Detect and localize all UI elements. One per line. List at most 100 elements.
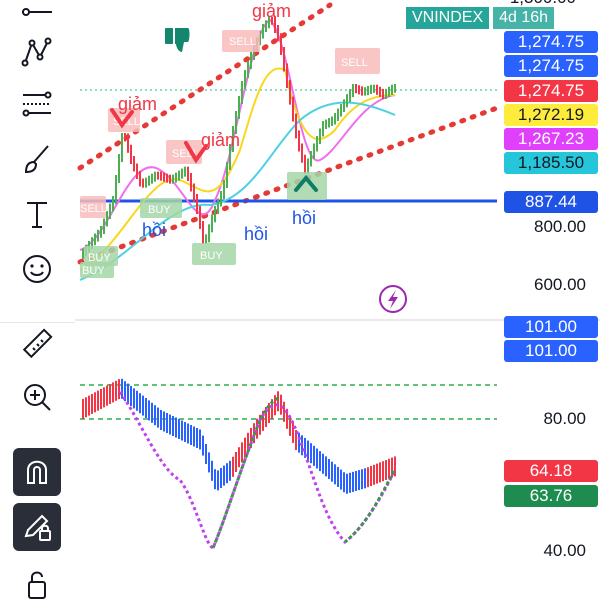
ma-fast-tag: 1,267.23 [504, 128, 598, 150]
oscillator-bar [235, 452, 237, 472]
oscillator-bar [376, 463, 378, 484]
oscillator-bar [127, 383, 129, 404]
candle [166, 173, 168, 183]
oscillator-bar [307, 440, 309, 461]
oscillator-bar [337, 466, 339, 487]
oscillator-bar [88, 395, 90, 416]
candle [292, 96, 294, 122]
candle [361, 86, 363, 96]
candle [187, 166, 189, 181]
oscillator-bar [148, 400, 150, 421]
oscillator-bar [355, 471, 357, 491]
oscillator-bar [241, 442, 243, 463]
candle [274, 16, 276, 33]
candle [145, 177, 147, 188]
candle [151, 173, 153, 184]
candle [247, 61, 249, 78]
lock-icon[interactable] [13, 560, 61, 608]
oscillator-bar [277, 391, 279, 412]
symbol-badge[interactable]: VNINDEX 4d 16h [406, 7, 555, 29]
oscillator-bar [181, 420, 183, 441]
oscillator-bar [280, 394, 282, 415]
candle [133, 156, 135, 172]
ruler-tool-icon[interactable] [13, 320, 61, 368]
candle [229, 144, 231, 170]
oscillator-bar [223, 465, 225, 486]
oscillator-bar [118, 379, 120, 400]
oscillator-bar [349, 472, 351, 493]
brush-tool-icon[interactable] [13, 135, 61, 183]
emoji-tool-icon[interactable] [13, 245, 61, 293]
lightning-icon[interactable] [379, 285, 407, 313]
oscillator-bar [250, 428, 252, 448]
candle [382, 88, 384, 99]
trend-line-tool-icon[interactable] [13, 0, 61, 36]
candle [301, 143, 303, 163]
oscillator-bar [346, 473, 348, 494]
oscillator-signal-line [118, 391, 397, 550]
oscillator-bar [265, 406, 267, 427]
magnet-icon[interactable] [13, 448, 61, 496]
oscillator-bar [313, 445, 315, 466]
candle [148, 175, 150, 186]
candle [220, 191, 222, 207]
level-price-tag: 887.44 [504, 191, 598, 213]
oscillator-bar [199, 429, 201, 450]
oscillator-bar [361, 469, 363, 490]
oscillator-bar [370, 466, 372, 486]
candle [388, 86, 390, 97]
candle [223, 180, 225, 199]
candle [268, 16, 270, 29]
candle [136, 163, 138, 179]
candle [340, 104, 342, 117]
annotation-hoi: hồi [142, 220, 166, 240]
buy-signal: BUY [148, 204, 171, 216]
candle [199, 206, 201, 229]
candle [373, 84, 375, 93]
price-tag: 1,274.75 [504, 55, 598, 77]
candle [394, 84, 396, 93]
candle [337, 108, 339, 121]
candle [370, 84, 372, 94]
pattern-tool-icon[interactable] [13, 28, 61, 76]
oscillator-bar [283, 401, 285, 422]
fib-tool-icon[interactable] [13, 80, 61, 128]
oscillator-bar [262, 410, 264, 431]
candle [226, 162, 228, 188]
oscillator-bar [289, 415, 291, 436]
oscillator-bar [226, 463, 228, 484]
oscillator-bar [229, 460, 231, 481]
buy-signal: BUY [88, 252, 111, 264]
candle [319, 128, 321, 144]
oscillator-bar [394, 456, 396, 477]
ma-slow-line [79, 101, 396, 281]
oscillator-bar [157, 407, 159, 428]
oscillator-bar [259, 414, 261, 435]
oscillator-bar [391, 457, 393, 478]
symbol-interval: 4d 16h [493, 7, 555, 29]
candle [235, 111, 237, 134]
candle [190, 173, 192, 192]
oscillator-bar [190, 425, 192, 445]
candle [175, 172, 177, 183]
oscillator-tag: 101.00 [504, 340, 598, 362]
thumbs-down-icon [165, 28, 190, 52]
oscillator-bar [145, 398, 147, 418]
oscillator-bar [109, 384, 111, 405]
text-tool-icon[interactable] [13, 190, 61, 238]
oscillator-bar [214, 469, 216, 490]
oscillator-bar [205, 444, 207, 464]
oscillator-bar [238, 447, 240, 468]
signal-labels: SELL SELL SELL SELL SELL BUY BUY BUY BUY [80, 30, 380, 278]
oscillator-bar [154, 405, 156, 426]
zoom-in-icon[interactable] [13, 373, 61, 421]
oscillator-bar [343, 472, 345, 493]
oscillator-bar [178, 419, 180, 439]
candle [352, 84, 354, 98]
candle [163, 172, 165, 182]
candle [109, 203, 111, 219]
oscillator-axis-tick: 40.00 [543, 541, 586, 560]
oscillator-bar [331, 461, 333, 482]
lock-drawing-icon[interactable] [13, 503, 61, 551]
